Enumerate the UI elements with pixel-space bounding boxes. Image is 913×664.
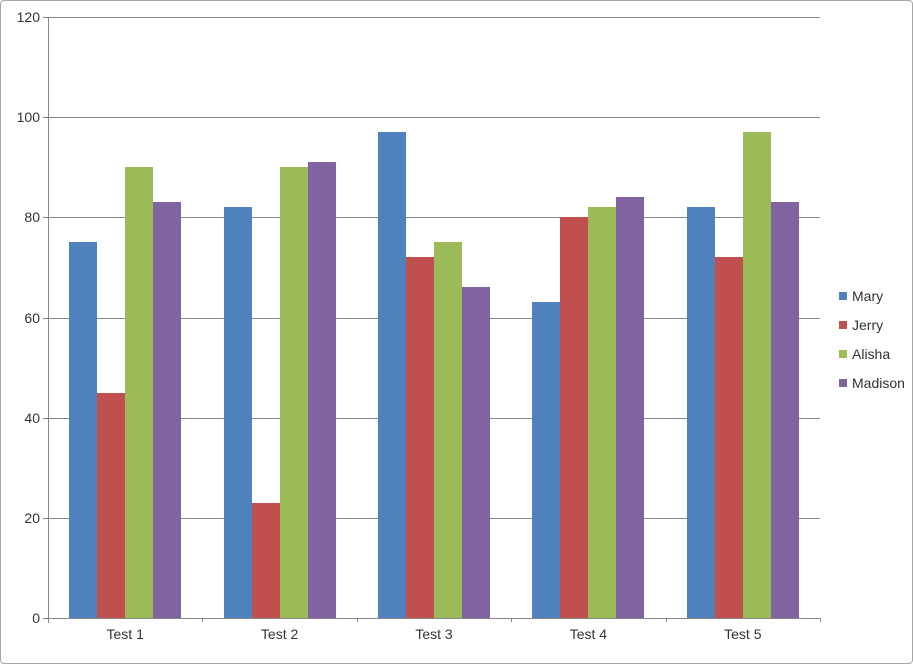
x-axis-tick [665, 618, 667, 622]
gridline-y-80 [48, 217, 820, 219]
y-axis-tick [43, 117, 48, 118]
bar-mary-test-5 [686, 207, 715, 618]
x-axis-category-label: Test 1 [106, 626, 144, 642]
x-axis-line [48, 618, 820, 619]
x-axis-category-label: Test 4 [569, 626, 608, 642]
y-axis-tick-label: 0 [32, 610, 40, 626]
bar-mary-test-2 [223, 207, 252, 618]
y-axis-tick-label: 120 [16, 9, 40, 25]
bar-madison-test-2 [307, 162, 336, 618]
x-axis-tick [820, 618, 821, 622]
y-axis-tick [43, 418, 48, 419]
legend-label: Madison [852, 374, 905, 391]
legend-key-swatch-icon [839, 320, 847, 329]
legend-key-swatch-icon [839, 349, 847, 358]
bar-jerry-test-5 [714, 257, 743, 618]
plot-area [48, 17, 820, 618]
bar-groups [48, 17, 820, 618]
bar-jerry-test-4 [560, 217, 589, 618]
legend-item-mary: Mary [839, 281, 905, 310]
bar-alisha-test-2 [279, 167, 308, 618]
bar-mary-test-4 [532, 302, 561, 618]
bar-jerry-test-2 [251, 502, 280, 618]
bar-jerry-test-1 [97, 392, 126, 618]
legend-item-madison: Madison [839, 368, 905, 397]
y-axis-tick [43, 318, 48, 319]
bar-mary-test-1 [69, 242, 98, 618]
legend-label: Alisha [852, 345, 891, 362]
bar-madison-test-4 [616, 197, 645, 618]
legend-key-swatch-icon [839, 291, 847, 300]
bar-jerry-test-3 [406, 257, 435, 618]
bar-group-test-3 [357, 17, 511, 618]
bar-group-test-2 [202, 17, 356, 618]
x-axis-tick [511, 618, 513, 622]
y-axis-tick-label: 80 [24, 209, 40, 225]
x-axis-labels: Test 1 Test 2 Test 3 Test 4 Test 5 [48, 626, 820, 642]
y-axis-tick [43, 618, 48, 619]
legend-label: Mary [852, 287, 884, 304]
y-axis-tick-label: 60 [24, 310, 40, 326]
x-axis-category-label: Test 5 [724, 626, 762, 642]
bar-alisha-test-5 [742, 132, 771, 618]
y-axis-tick-label: 20 [24, 510, 40, 526]
bar-alisha-test-1 [125, 167, 154, 618]
x-axis-tick [356, 618, 358, 622]
y-axis-tick-label: 40 [24, 410, 40, 426]
bar-alisha-test-4 [588, 207, 617, 618]
gridline-y-100 [48, 117, 820, 119]
x-axis-tick [202, 618, 204, 622]
bar-madison-test-1 [153, 202, 182, 618]
y-axis-tick [43, 217, 48, 218]
y-axis-tick [43, 518, 48, 519]
legend-item-alisha: Alisha [839, 339, 905, 368]
bar-group-test-4 [511, 17, 665, 618]
bar-alisha-test-3 [434, 242, 463, 618]
bar-madison-test-3 [462, 287, 491, 618]
bar-group-test-5 [666, 17, 820, 618]
legend: Mary Jerry Alisha Madison [839, 281, 905, 397]
bar-group-test-1 [48, 17, 202, 618]
bar-madison-test-5 [770, 202, 799, 618]
legend-key-swatch-icon [839, 378, 847, 387]
x-axis-category-label: Test 3 [415, 626, 453, 642]
x-axis-category-label: Test 2 [260, 626, 299, 642]
bar-mary-test-3 [378, 132, 407, 618]
gridline-y-120 [48, 17, 820, 18]
y-axis-line [48, 17, 49, 623]
x-axis-tick [48, 618, 49, 622]
y-axis-tick-label: 100 [16, 109, 40, 125]
legend-label: Jerry [852, 316, 884, 333]
y-axis-tick [43, 17, 48, 18]
legend-item-jerry: Jerry [839, 310, 905, 339]
